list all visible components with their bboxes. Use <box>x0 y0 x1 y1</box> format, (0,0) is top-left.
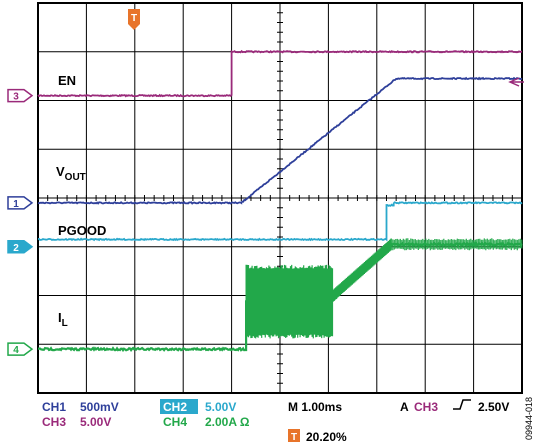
channel-3-marker[interactable] <box>7 88 34 103</box>
channel-3-marker-label: 3 <box>13 92 19 103</box>
channel-1-marker[interactable] <box>7 196 34 210</box>
traces <box>37 49 523 353</box>
pgood-label: PGOOD <box>58 223 106 238</box>
timebase: M 1.00ms <box>288 400 342 414</box>
channel-2-marker[interactable] <box>7 240 34 254</box>
figure-id: 09944-018 <box>524 397 534 440</box>
trace-il-switching <box>245 264 334 339</box>
channel-2-marker-label: 2 <box>13 243 19 254</box>
il-label: IL <box>58 310 68 329</box>
ch2-name: CH2 <box>163 400 187 414</box>
en-label: EN <box>58 73 76 88</box>
ch3-scale: 5.00V <box>80 415 111 429</box>
ch4-name: CH4 <box>163 415 187 429</box>
ch2-name-box <box>160 399 198 414</box>
rising-edge-icon <box>453 399 471 410</box>
ch3-name: CH3 <box>42 415 66 429</box>
ch1-name: CH1 <box>42 400 66 414</box>
ch4-scale: 2.00A Ω <box>205 415 250 429</box>
trace-vout <box>37 76 523 205</box>
channel-1-marker-label: 1 <box>13 199 19 210</box>
trigger-position-marker: T <box>291 432 297 443</box>
vout-label-sub: OUT <box>65 172 86 183</box>
ch1-scale: 500mV <box>80 400 119 414</box>
channel-4-marker-label: 4 <box>13 345 19 356</box>
trigger-level: 2.50V <box>478 400 509 414</box>
trigger-position: 20.20% <box>306 430 347 444</box>
vout-label: VOUT <box>56 164 86 183</box>
trace-pgood <box>37 201 523 242</box>
readout: CH1 500mV CH3 5.00V CH2 5.00V CH4 2.00A … <box>42 399 509 444</box>
trigger-source: CH3 <box>414 400 438 414</box>
vout-label-main: V <box>56 164 65 179</box>
trigger-source-prefix: A <box>400 400 409 414</box>
channel-markers: 3 1 2 4 <box>7 88 34 356</box>
ch2-scale: 5.00V <box>205 400 236 414</box>
trace-il-ramp-ripple <box>332 238 392 302</box>
il-label-main: I <box>58 310 62 325</box>
trace-en <box>37 49 523 98</box>
trigger-marker: T <box>128 9 140 30</box>
trace-il-steady-ripple <box>390 238 523 251</box>
trigger-marker-letter: T <box>131 13 137 24</box>
channel-4-marker[interactable] <box>7 342 34 356</box>
il-label-sub: L <box>62 318 68 329</box>
ch3-reference-arrow-icon <box>508 77 524 87</box>
trigger-position-marker-box <box>288 429 300 442</box>
